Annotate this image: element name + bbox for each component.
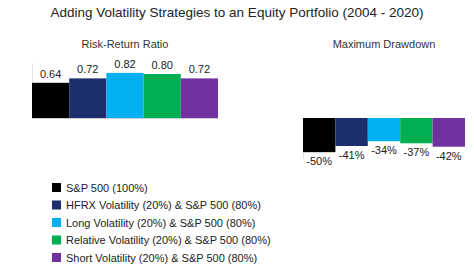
legend-item: S&P 500 (100%) <box>52 182 148 194</box>
legend-item: HFRX Volatility (20%) & S&P 500 (80%) <box>52 199 261 211</box>
data-label: 0.72 <box>189 63 210 75</box>
data-label: -37% <box>404 146 430 158</box>
bar <box>69 78 106 118</box>
legend-label: HFRX Volatility (20%) & S&P 500 (80%) <box>66 199 261 211</box>
legend-swatch <box>52 183 61 192</box>
legend-item: Long Volatility (20%) & S&P 500 (80%) <box>52 217 255 229</box>
bar <box>32 83 69 118</box>
bar <box>106 73 143 118</box>
data-label: 0.80 <box>151 59 172 71</box>
data-label: 0.64 <box>40 68 61 80</box>
legend-swatch <box>52 236 61 245</box>
legend-swatch <box>52 201 61 210</box>
bar <box>181 78 218 118</box>
bar <box>144 74 181 118</box>
legend-item: Relative Volatility (20%) & S&P 500 (80%… <box>52 234 271 246</box>
panel-title: Risk-Return Ratio <box>82 38 169 50</box>
bar <box>335 118 367 146</box>
bar <box>400 118 432 143</box>
data-label: -50% <box>306 155 332 167</box>
data-label: -41% <box>339 149 365 161</box>
title: Adding Volatility Strategies to an Equit… <box>51 5 424 20</box>
baseline <box>32 118 218 119</box>
data-labels: -50% -41% -34% -37% -42% <box>306 144 461 167</box>
data-label: -42% <box>436 150 462 162</box>
data-label: -34% <box>371 144 397 156</box>
data-label: 0.72 <box>77 63 98 75</box>
data-labels: 0.64 0.72 0.82 0.80 0.72 <box>40 58 210 80</box>
legend-swatch <box>52 253 61 262</box>
legend-swatch <box>52 218 61 227</box>
bar <box>303 118 335 152</box>
legend-item: Short Volatility (20%) & S&P 500 (80%) <box>52 252 257 264</box>
chart: Adding Volatility Strategies to an Equit… <box>0 0 474 280</box>
data-label: 0.82 <box>114 58 135 70</box>
bar <box>433 118 465 147</box>
legend-label: Long Volatility (20%) & S&P 500 (80%) <box>66 217 255 229</box>
legend: S&P 500 (100%) HFRX Volatility (20%) & S&… <box>52 182 271 264</box>
bar <box>368 118 400 141</box>
legend-label: Relative Volatility (20%) & S&P 500 (80%… <box>66 234 271 246</box>
y-axis <box>32 64 218 119</box>
panel-title: Maximum Drawdown <box>333 38 436 50</box>
legend-label: S&P 500 (100%) <box>66 182 148 194</box>
legend-label: Short Volatility (20%) & S&P 500 (80%) <box>66 252 257 264</box>
tick <box>32 118 218 119</box>
